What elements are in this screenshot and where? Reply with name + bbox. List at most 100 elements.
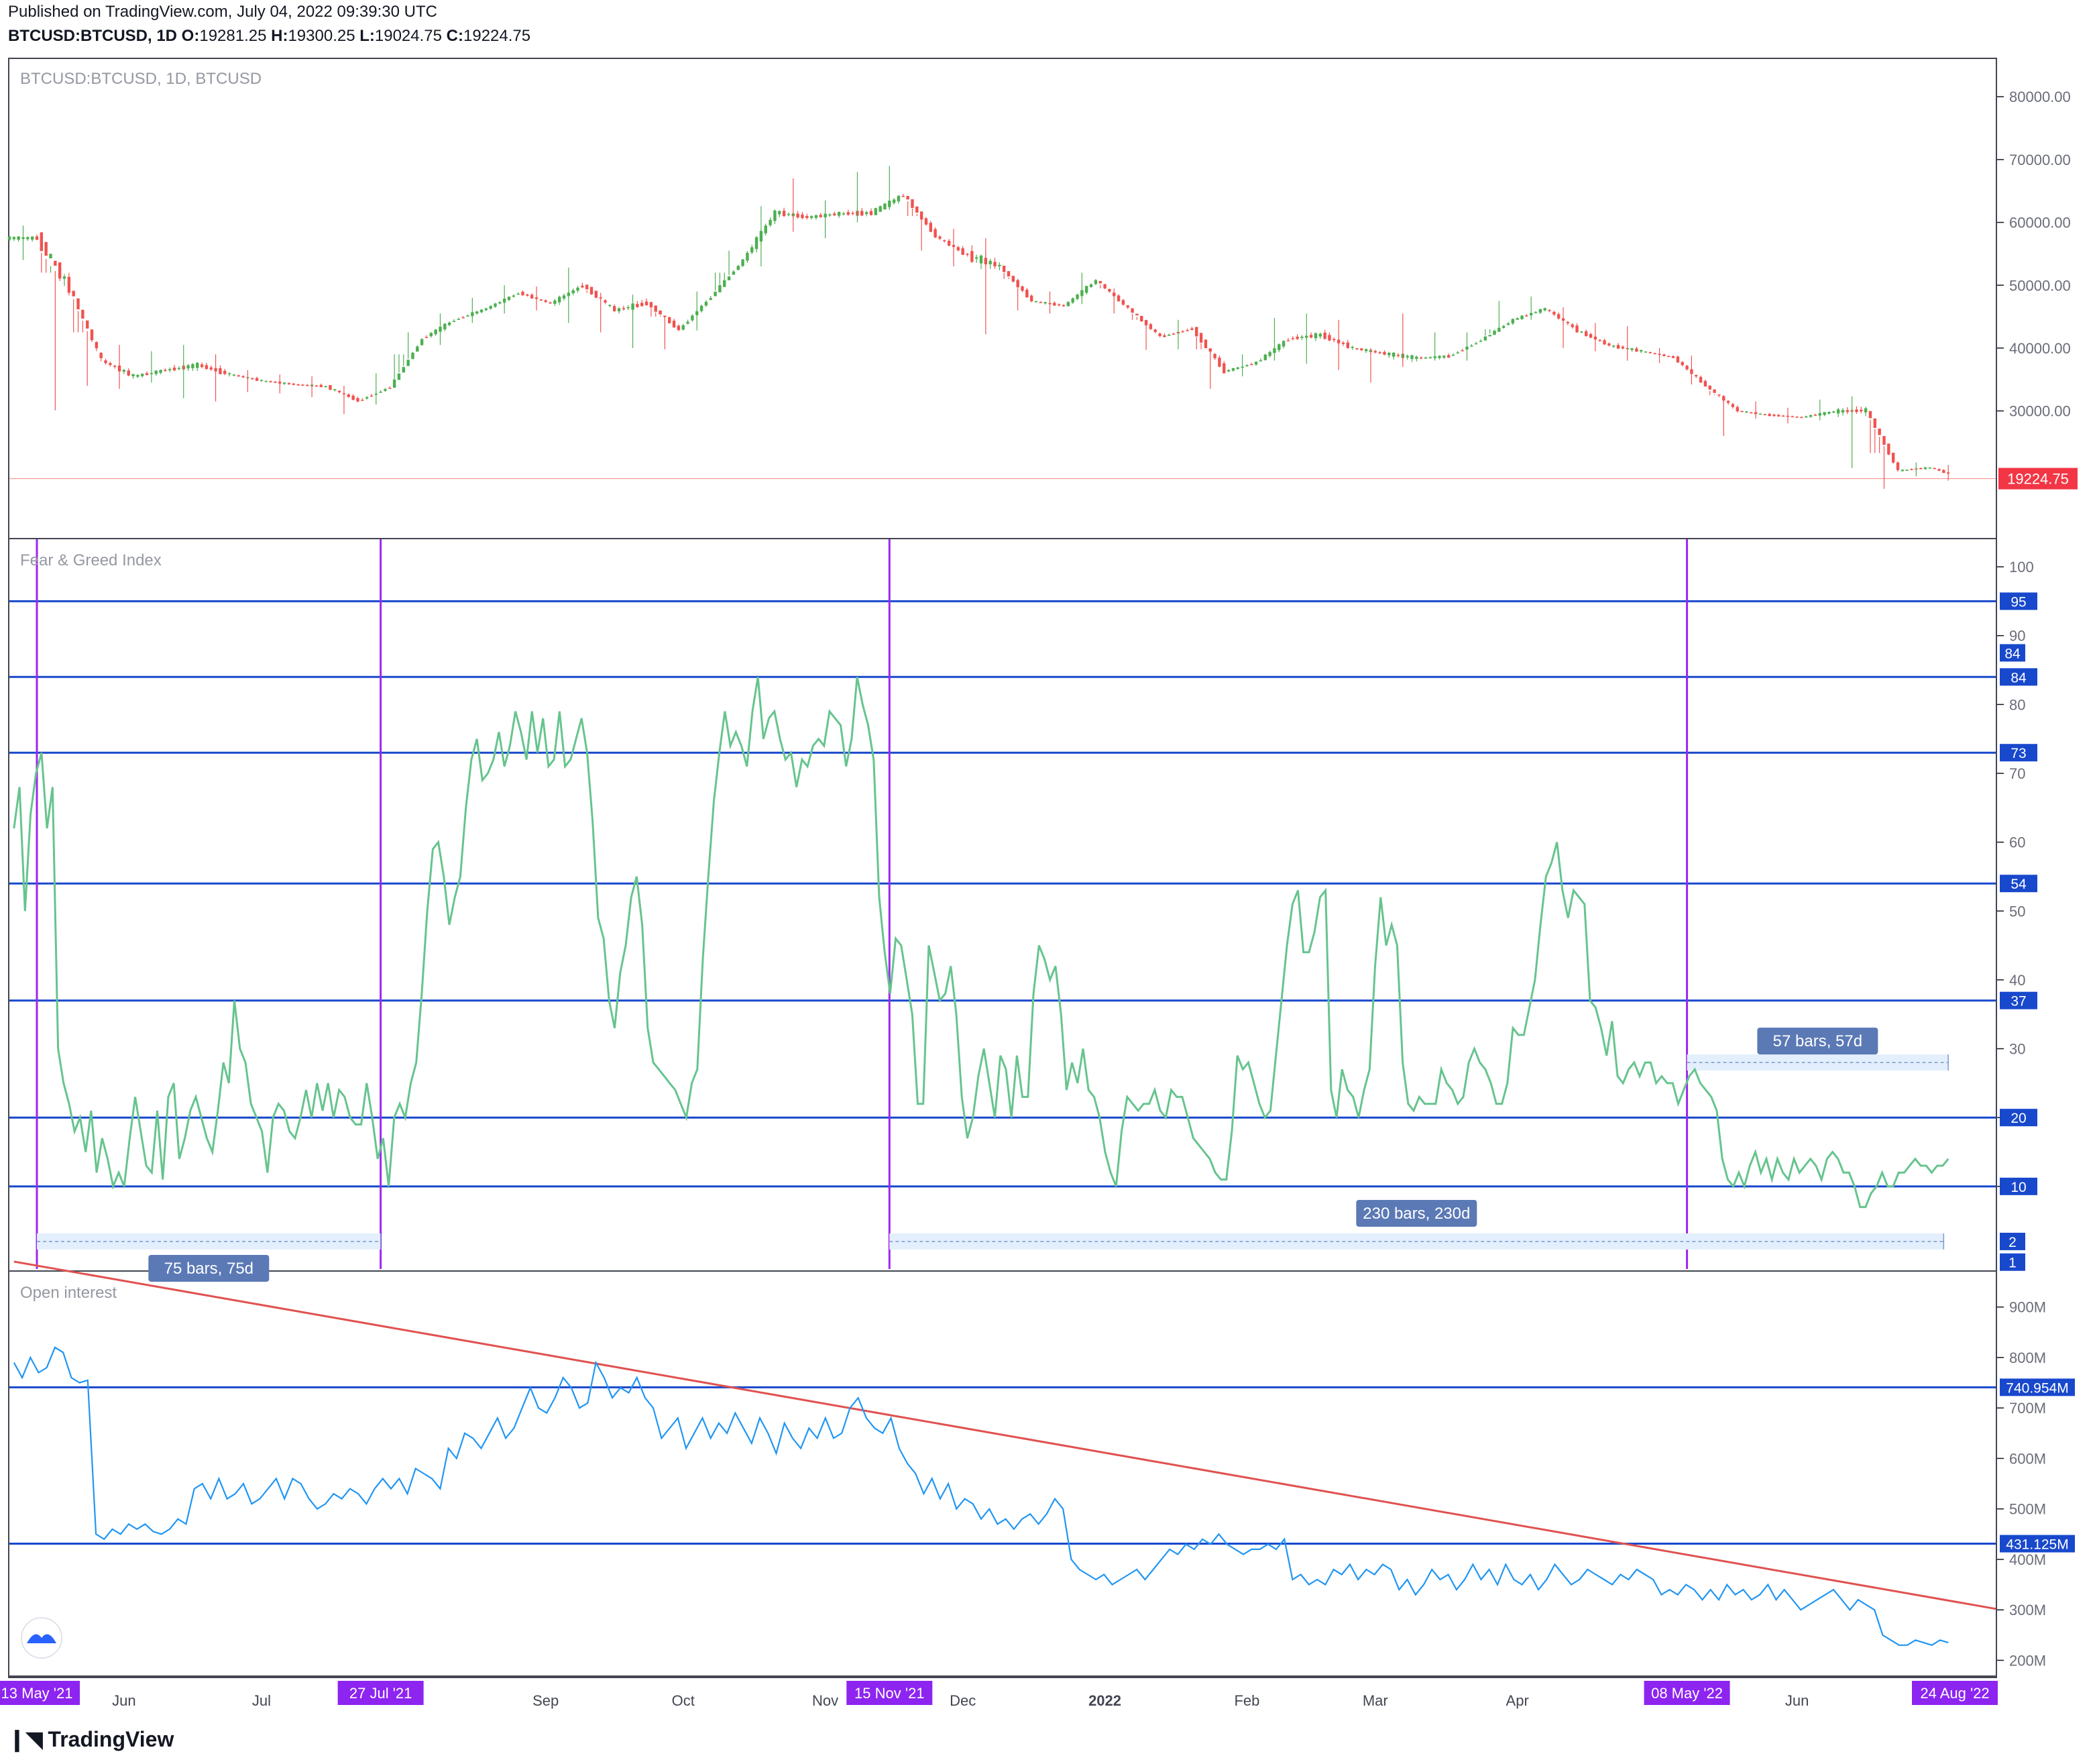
- candle-body: [1832, 411, 1835, 412]
- candle-body: [1813, 415, 1817, 416]
- time-marker-tag: 24 Aug '22: [1920, 1685, 1989, 1702]
- candle-body: [154, 370, 158, 374]
- candle-body: [1278, 344, 1281, 350]
- candle-body: [127, 370, 130, 376]
- candle-body: [1589, 334, 1593, 338]
- candle-body: [1933, 467, 1936, 470]
- fg-tick-label: 100: [2009, 559, 2034, 575]
- candle-body: [727, 276, 731, 280]
- candle-body: [429, 333, 433, 337]
- fg-level-tag: 37: [2011, 994, 2026, 1009]
- candle-body: [1896, 462, 1900, 470]
- candle-body: [7, 236, 11, 240]
- candle-body: [30, 236, 34, 240]
- tradingview-logo-icon: ❙◥: [8, 1727, 43, 1751]
- candle-body: [1131, 308, 1134, 313]
- candle-body: [1135, 313, 1139, 316]
- candle-body: [1612, 345, 1616, 347]
- candle-body: [1740, 410, 1744, 412]
- candle-body: [475, 311, 479, 314]
- time-marker-tag-bg: [846, 1681, 933, 1705]
- pane-separator-2[interactable]: [8, 1270, 1997, 1272]
- candle-body: [1758, 413, 1762, 415]
- candle-body: [809, 216, 813, 219]
- candle-body: [924, 218, 928, 225]
- candle-body: [479, 309, 484, 313]
- candle-body: [1085, 286, 1088, 293]
- candle-body: [974, 257, 978, 259]
- candle-body: [1823, 412, 1826, 415]
- price-pane-title: BTCUSD:BTCUSD, 1D, BTCUSD: [20, 70, 262, 88]
- candle-body: [1424, 357, 1428, 359]
- candle-body: [521, 291, 524, 296]
- candle-body: [1378, 352, 1381, 353]
- candle-body: [1777, 415, 1780, 417]
- candle-body: [911, 199, 914, 209]
- candle-body: [1190, 328, 1194, 330]
- candle-body: [484, 308, 488, 311]
- candle-body: [301, 384, 304, 386]
- oi-tick-label: 500M: [2009, 1501, 2046, 1518]
- time-tick-label: Dec: [950, 1692, 976, 1709]
- candle-body: [35, 236, 39, 240]
- candle-body: [1419, 357, 1423, 359]
- oi-trendline: [13, 1260, 1996, 1610]
- candle-body: [122, 370, 126, 372]
- last-price-tag-bg: [1998, 467, 2078, 490]
- candle-body: [1571, 324, 1574, 327]
- fg-level-tag-bg: [2000, 592, 2037, 610]
- candle-body: [1855, 409, 1858, 412]
- candle-body: [424, 337, 429, 339]
- fg-level-tag: 73: [2011, 746, 2026, 761]
- candle-body: [1653, 353, 1656, 355]
- candle-body: [40, 232, 44, 252]
- candle-body: [392, 379, 396, 388]
- candle-body: [1800, 417, 1803, 419]
- fg-tick-label: 80: [2009, 696, 2025, 713]
- candle-body: [644, 301, 648, 306]
- candle-body: [141, 374, 144, 376]
- candle-body: [1497, 327, 1501, 332]
- tradingview-footer[interactable]: ❙◥ TradingView: [8, 1726, 174, 1752]
- candle-body: [1328, 335, 1331, 341]
- candle-body: [1410, 355, 1414, 360]
- candle-body: [1520, 315, 1524, 319]
- candle-body: [864, 212, 868, 215]
- candle-body: [576, 287, 579, 291]
- candle-body: [1351, 347, 1354, 348]
- price-tick-label: 70000.00: [2009, 152, 2071, 168]
- candle-body: [805, 216, 809, 219]
- candle-body: [1094, 280, 1098, 284]
- fg-level-tag: 10: [2011, 1180, 2026, 1195]
- time-tick-label: Jun: [1785, 1692, 1809, 1709]
- candle-body: [1025, 289, 1029, 298]
- candle-body: [860, 211, 864, 216]
- low-label: L:: [359, 27, 375, 45]
- candle-body: [49, 254, 52, 259]
- candle-body: [516, 293, 520, 295]
- candle-body: [1616, 345, 1620, 349]
- symbol-label[interactable]: BTCUSD:BTCUSD, 1D: [8, 27, 177, 45]
- last-price-tag: 19224.75: [2007, 471, 2069, 488]
- candle-body: [397, 373, 401, 380]
- candle-body: [443, 323, 447, 330]
- low-value: 19024.75: [374, 27, 442, 45]
- candle-body: [1213, 353, 1216, 359]
- date-range-label-bg: [148, 1254, 270, 1282]
- candle-body: [1254, 362, 1258, 365]
- candle-body: [1750, 412, 1753, 414]
- candle-body: [883, 203, 887, 210]
- candle-body: [1502, 326, 1506, 328]
- candle-body: [1795, 417, 1799, 418]
- candle-body: [1878, 428, 1881, 435]
- candle-body: [901, 196, 905, 197]
- candle-body: [943, 240, 946, 241]
- pane-separator-1[interactable]: [8, 538, 1997, 539]
- candle-body: [1461, 350, 1464, 351]
- fg-extra-tag-bg: [2000, 644, 2025, 662]
- candle-body: [104, 360, 107, 364]
- date-range-label-bg: [1356, 1199, 1477, 1227]
- fg-level-tag: 95: [2011, 594, 2026, 610]
- oi-tick-label: 300M: [2009, 1602, 2046, 1618]
